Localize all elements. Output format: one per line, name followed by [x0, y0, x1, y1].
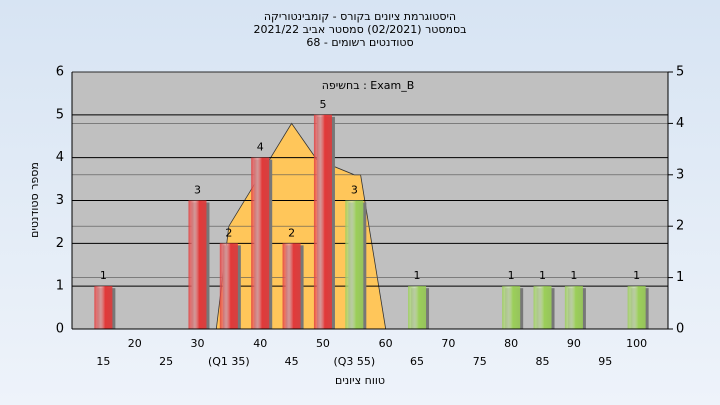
- data-label: 1: [414, 269, 421, 282]
- x-tick-label: 60: [379, 337, 393, 350]
- data-label: 3: [351, 184, 358, 197]
- x-tick-label: 90: [567, 337, 581, 350]
- data-label: 1: [100, 269, 107, 282]
- bar: [564, 286, 583, 329]
- data-label: 1: [570, 269, 577, 282]
- data-label: 4: [257, 141, 264, 154]
- data-label: 2: [225, 226, 232, 239]
- x-tick-label: (Q3 55): [333, 355, 375, 368]
- x-tick-label: 80: [504, 337, 518, 350]
- bar-base: [564, 286, 583, 329]
- y-tick-label: 6: [56, 65, 64, 80]
- y2-tick-label: 1: [676, 270, 684, 285]
- bar: [94, 286, 113, 329]
- bar-base: [282, 243, 301, 329]
- x-tick-label: 70: [441, 337, 455, 350]
- x-tick-label: 30: [190, 337, 204, 350]
- x-tick-label: 85: [536, 355, 550, 368]
- bar-base: [533, 286, 552, 329]
- x-tick-label: 100: [626, 337, 647, 350]
- data-label: 1: [539, 269, 546, 282]
- y-tick-label: 5: [56, 107, 64, 122]
- data-label: 5: [319, 98, 326, 111]
- x-tick-label: 15: [96, 355, 110, 368]
- data-label: 1: [508, 269, 515, 282]
- x-tick-label: 45: [285, 355, 299, 368]
- y-tick-label: 2: [56, 236, 64, 251]
- x-tick-label: 20: [128, 337, 142, 350]
- x-tick-label: 40: [253, 337, 267, 350]
- bar-base: [502, 286, 521, 329]
- bar: [251, 157, 270, 329]
- x-tick-label: 65: [410, 355, 424, 368]
- x-tick-label: 50: [316, 337, 330, 350]
- bar: [627, 286, 646, 329]
- annotation: בחשיפה : Exam_B: [322, 79, 415, 92]
- x-tick-label: 95: [598, 355, 612, 368]
- bar: [188, 200, 207, 329]
- y2-tick-label: 2: [676, 219, 684, 234]
- y-tick-label: 0: [56, 322, 64, 337]
- y2-tick-label: 3: [676, 167, 684, 182]
- bar: [313, 114, 332, 329]
- bar-base: [313, 114, 332, 329]
- data-label: 3: [194, 184, 201, 197]
- bar-base: [408, 286, 427, 329]
- x-tick-label: 75: [473, 355, 487, 368]
- y-tick-label: 3: [56, 193, 64, 208]
- bar: [345, 200, 364, 329]
- bar-base: [188, 200, 207, 329]
- y-axis-label: מספר סטודנטים: [28, 162, 41, 238]
- bar-base: [627, 286, 646, 329]
- chart-title: בסמסטר (02/2021) סמסטר אביב 2021/22: [253, 23, 466, 36]
- bar: [282, 243, 301, 329]
- y-tick-label: 1: [56, 279, 64, 294]
- bar: [408, 286, 427, 329]
- y-tick-label: 4: [56, 150, 64, 165]
- y2-tick-label: 0: [676, 322, 684, 337]
- data-label: 1: [633, 269, 640, 282]
- y2-tick-label: 4: [676, 116, 684, 131]
- bar-base: [251, 157, 270, 329]
- data-label: 2: [288, 226, 295, 239]
- bar-base: [94, 286, 113, 329]
- bar-base: [219, 243, 238, 329]
- x-tick-label: 25: [159, 355, 173, 368]
- bar: [219, 243, 238, 329]
- bar-base: [345, 200, 364, 329]
- bar: [502, 286, 521, 329]
- bar: [533, 286, 552, 329]
- x-tick-label: (Q1 35): [208, 355, 250, 368]
- chart-title: היסטוגרמת ציונים בקורס - קומבינטוריקה: [264, 10, 456, 23]
- y2-tick-label: 5: [676, 65, 684, 80]
- x-axis-label: טווח ציונים: [335, 374, 385, 387]
- chart-title: סטודנטים רשומים - 68: [306, 36, 413, 49]
